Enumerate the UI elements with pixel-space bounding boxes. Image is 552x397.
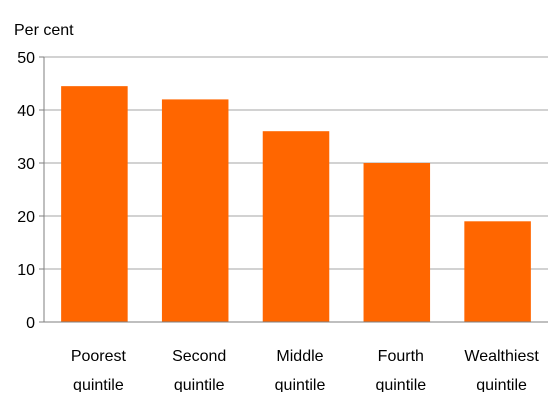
y-tick-label: 10 (17, 262, 35, 279)
x-tick-label: Fourth quintile (375, 348, 426, 392)
y-tick-label: 20 (17, 209, 35, 226)
bar-1 (161, 99, 229, 323)
y-tick-label: 30 (17, 156, 35, 173)
axes (39, 56, 548, 323)
y-axis-label: Per cent (14, 22, 74, 39)
y-tick-label: 40 (17, 103, 35, 120)
x-tick-label: Wealthiest quintile (464, 348, 539, 392)
x-tick-label: Second quintile (172, 348, 226, 392)
y-tick-label: 0 (26, 315, 35, 332)
bars (61, 86, 531, 323)
bar-0 (61, 86, 128, 323)
x-tick-label: Middle quintile (275, 348, 326, 392)
x-tick-labels: Poorest quintile Second quintile Middle quint… (71, 348, 540, 394)
bar-4 (464, 221, 531, 322)
y-tick-labels: 0 10 20 30 40 50 (17, 50, 35, 332)
bar-2 (262, 131, 330, 322)
bar-3 (363, 163, 431, 322)
y-tick-label: 50 (17, 50, 35, 67)
x-tick-label: Poorest quintile (71, 348, 127, 392)
